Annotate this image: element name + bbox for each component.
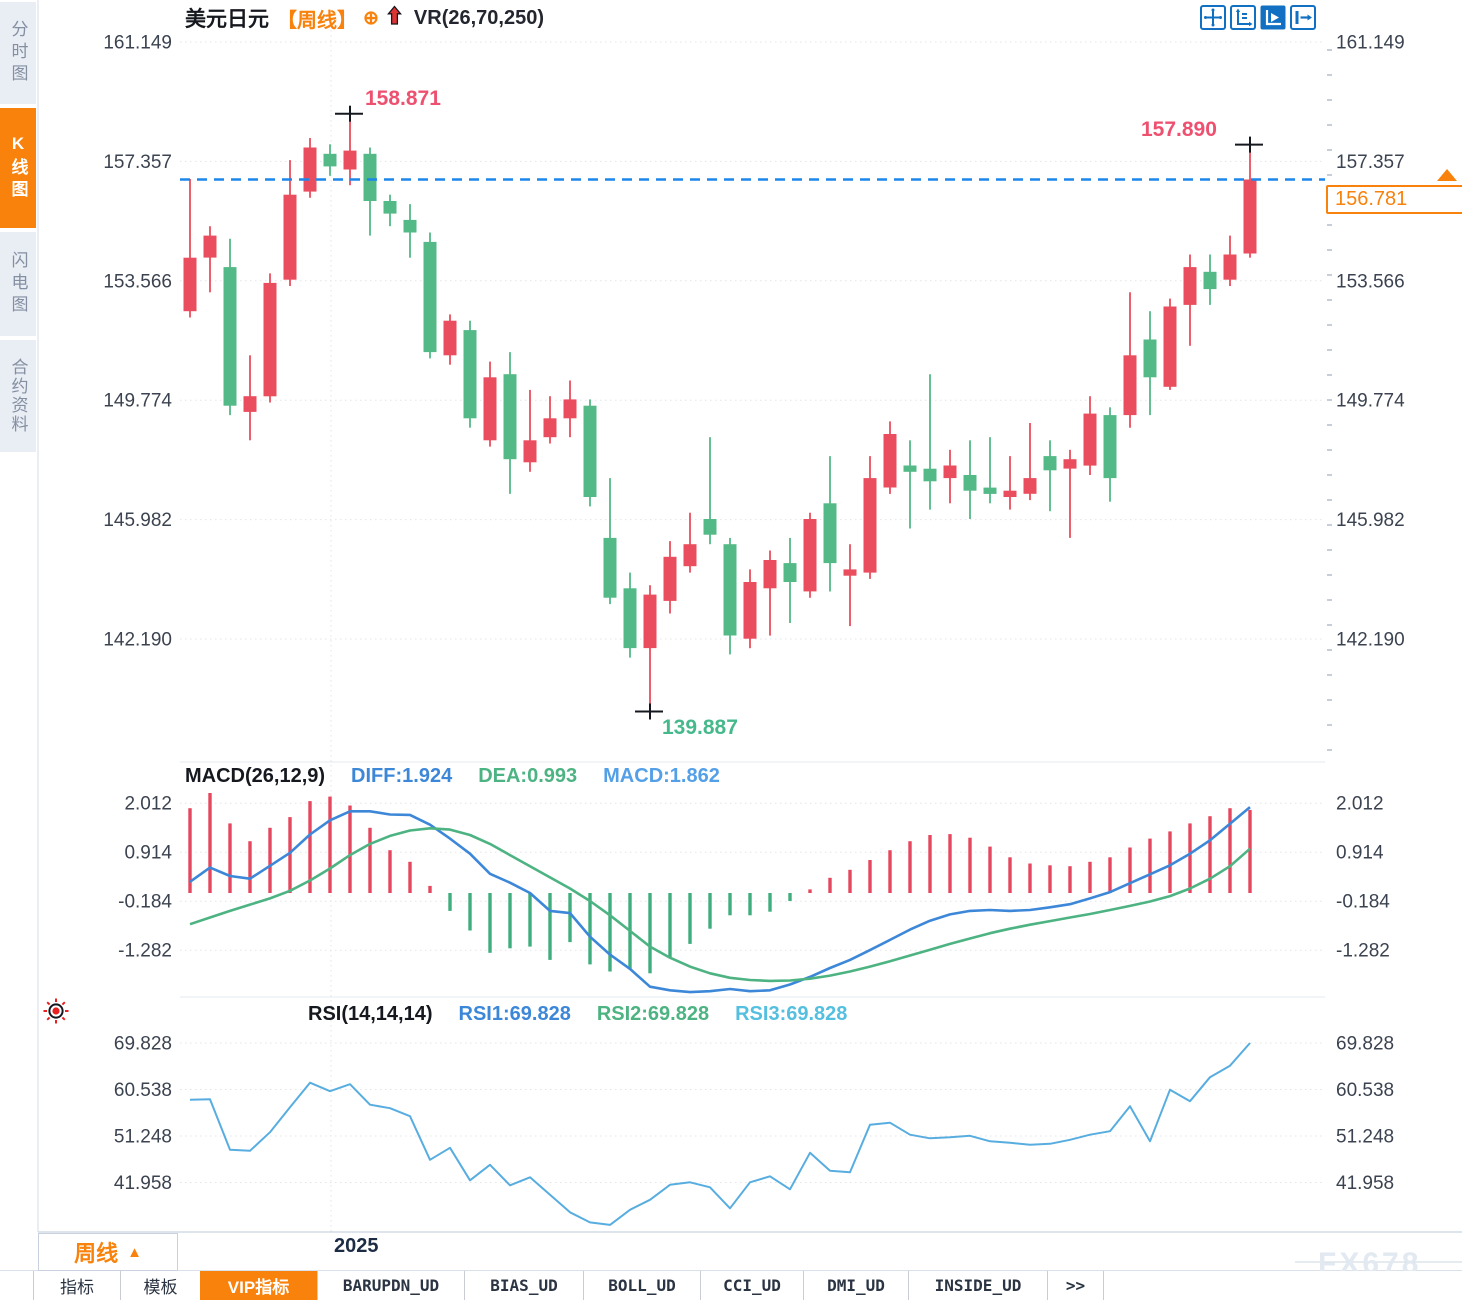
svg-text:41.958: 41.958 — [114, 1173, 172, 1194]
hot-indicator-sun-icon[interactable] — [42, 997, 70, 1030]
rsi-line — [189, 1042, 1251, 1226]
svg-text:149.774: 149.774 — [103, 391, 172, 412]
macd-macd-value: MACD:1.862 — [603, 765, 720, 787]
tab-dmi-ud[interactable]: DMI_UD — [803, 1271, 908, 1300]
period-label: 周线 — [74, 1241, 119, 1266]
pan-right-icon[interactable] — [1290, 5, 1316, 30]
svg-text:51.248: 51.248 — [1336, 1127, 1394, 1148]
svg-text:51.248: 51.248 — [114, 1127, 172, 1148]
svg-text:0.914: 0.914 — [124, 843, 172, 864]
period-selector[interactable]: 周线 ▲ — [38, 1233, 178, 1271]
rsi1-value: RSI1:69.828 — [458, 1003, 571, 1025]
tab-vip-indicators[interactable]: VIP指标 — [200, 1271, 317, 1300]
sidebar-item-contract-info[interactable]: 合约资料 — [0, 340, 36, 452]
bottom-tab-bar: 指标 模板 VIP指标 BARUPDN_UD BIAS_UD BOLL_UD C… — [0, 1271, 1462, 1300]
macd-header: MACD(26,12,9) DIFF:1.924 DEA:0.993 MACD:… — [185, 765, 720, 788]
sidebar-item-kline-chart[interactable]: K线图 — [0, 108, 36, 228]
chart-header: 美元日元 【周线】 ⊕ VR(26,70,250) — [185, 4, 544, 32]
svg-text:142.190: 142.190 — [1336, 630, 1405, 651]
diff-line — [189, 806, 1251, 994]
svg-text:153.566: 153.566 — [1336, 271, 1405, 292]
add-indicator-icon[interactable]: ⊕ — [363, 7, 379, 29]
svg-text:149.774: 149.774 — [1336, 391, 1405, 412]
tab-templates[interactable]: 模板 — [120, 1271, 200, 1300]
axis-labels: 161.149 161.149 157.357 157.357 153.566 153.5… — [103, 33, 1405, 1195]
annotation-high-158871: 158.871 — [365, 87, 441, 110]
right-axis-minor-ticks — [1327, 49, 1332, 751]
svg-text:60.538: 60.538 — [1336, 1080, 1394, 1101]
svg-text:-0.184: -0.184 — [118, 892, 172, 913]
svg-text:157.357: 157.357 — [1336, 152, 1405, 173]
tab-more[interactable]: >> — [1047, 1271, 1104, 1300]
pointer-active-icon[interactable] — [1260, 5, 1286, 30]
sidebar-item-timeline-chart[interactable]: 分时图 — [0, 2, 36, 104]
candlestick-series — [183, 113, 1257, 712]
annotation-low-139887: 139.887 — [662, 716, 738, 739]
tab-barupdn-ud[interactable]: BARUPDN_UD — [317, 1271, 464, 1300]
sidebar-item-flash-chart[interactable]: 闪电图 — [0, 232, 36, 336]
svg-text:69.828: 69.828 — [1336, 1034, 1394, 1055]
svg-text:2.012: 2.012 — [124, 794, 172, 815]
rsi2-value: RSI2:69.828 — [596, 1003, 710, 1025]
svg-text:161.149: 161.149 — [103, 33, 172, 54]
svg-text:153.566: 153.566 — [103, 271, 172, 292]
up-arrow-icon — [386, 5, 402, 31]
symbol-name: 美元日元 — [185, 8, 269, 31]
last-price-tag: 156.781 — [1326, 185, 1462, 214]
svg-text:157.357: 157.357 — [103, 152, 172, 173]
marker-crosses — [335, 105, 1263, 720]
svg-text:60.538: 60.538 — [114, 1080, 172, 1101]
rsi-name[interactable]: RSI(14,14,14) — [308, 1003, 433, 1025]
macd-histogram — [188, 793, 1252, 974]
tab-inside-ud[interactable]: INSIDE_UD — [908, 1271, 1047, 1300]
price-up-triangle-icon — [1437, 169, 1457, 181]
tab-cci-ud[interactable]: CCI_UD — [700, 1271, 803, 1300]
svg-text:41.958: 41.958 — [1336, 1173, 1394, 1194]
rsi3-value: RSI3:69.828 — [735, 1003, 848, 1025]
axis-scale-icon[interactable] — [1230, 5, 1256, 30]
period-tag: 【周线】 — [277, 9, 357, 32]
x-axis-year-label: 2025 — [334, 1235, 379, 1257]
svg-text:-1.282: -1.282 — [118, 941, 172, 962]
rsi-header: RSI(14,14,14) RSI1:69.828 RSI2:69.828 RS… — [308, 1003, 847, 1026]
svg-text:-1.282: -1.282 — [1336, 941, 1390, 962]
chart-toolbar — [1200, 5, 1316, 30]
tab-indicators[interactable]: 指标 — [33, 1271, 120, 1300]
macd-dea-value: DEA:0.993 — [478, 765, 578, 787]
svg-text:69.828: 69.828 — [114, 1034, 172, 1055]
tab-boll-ud[interactable]: BOLL_UD — [583, 1271, 700, 1300]
svg-text:145.982: 145.982 — [1336, 510, 1405, 531]
macd-diff-value: DIFF:1.924 — [351, 765, 453, 787]
overlay-indicator-label[interactable]: VR(26,70,250) — [413, 6, 544, 29]
svg-text:2.012: 2.012 — [1336, 794, 1384, 815]
crosshair-icon[interactable] — [1200, 5, 1226, 30]
svg-text:142.190: 142.190 — [103, 630, 172, 651]
tab-bias-ud[interactable]: BIAS_UD — [464, 1271, 583, 1300]
macd-name[interactable]: MACD(26,12,9) — [185, 765, 326, 787]
svg-text:0.914: 0.914 — [1336, 843, 1384, 864]
annotation-high-157890: 157.890 — [1141, 118, 1217, 141]
svg-text:-0.184: -0.184 — [1336, 892, 1390, 913]
svg-text:161.149: 161.149 — [1336, 33, 1405, 54]
triangle-up-icon: ▲ — [127, 1243, 142, 1261]
svg-text:145.982: 145.982 — [103, 510, 172, 531]
dea-line — [189, 826, 1251, 983]
